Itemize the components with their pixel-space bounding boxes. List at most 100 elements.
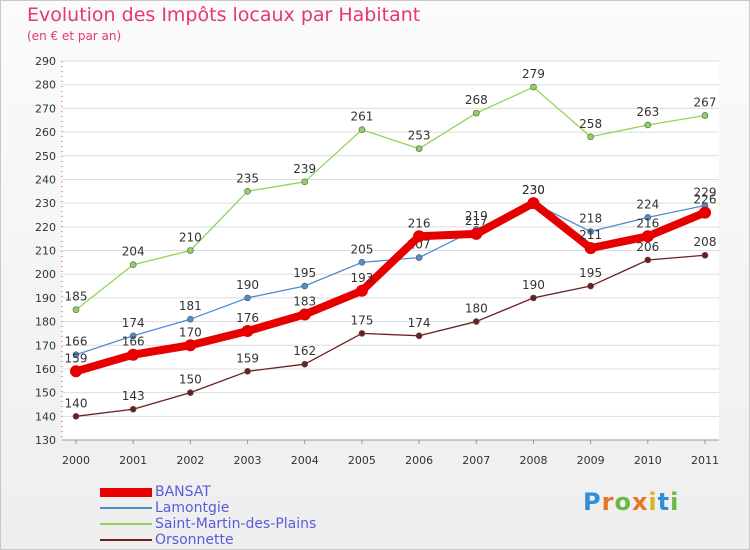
legend-label: Saint-Martin-des-Plains — [155, 516, 317, 532]
data-point — [527, 197, 540, 210]
data-label: 175 — [350, 313, 373, 327]
legend-label: BANSAT — [155, 484, 211, 500]
data-point — [415, 332, 423, 340]
data-label: 159 — [65, 351, 88, 365]
data-label: 181 — [179, 299, 202, 313]
x-tick-label: 2007 — [462, 454, 490, 467]
data-label: 219 — [465, 209, 488, 223]
data-label: 205 — [350, 242, 373, 256]
data-label: 190 — [236, 278, 259, 292]
data-label: 166 — [65, 335, 88, 349]
data-point — [415, 145, 423, 152]
x-tick-label: 2006 — [405, 454, 433, 467]
y-tick-label: 160 — [35, 363, 56, 376]
data-label: 253 — [408, 129, 431, 143]
chart-subtitle: (en € et par an) — [27, 29, 122, 43]
data-label: 150 — [179, 373, 202, 387]
y-tick-label: 270 — [35, 102, 56, 115]
x-tick-label: 2003 — [234, 454, 262, 467]
data-label: 235 — [236, 171, 259, 185]
data-label: 185 — [65, 290, 88, 304]
data-label: 193 — [350, 271, 373, 285]
data-label: 224 — [636, 197, 659, 211]
legend-label: Orsonnette — [155, 532, 234, 548]
data-point — [184, 339, 197, 352]
data-label: 176 — [236, 311, 259, 325]
y-tick-label: 250 — [35, 150, 56, 163]
data-label: 226 — [694, 193, 717, 207]
data-point — [701, 112, 709, 119]
data-label: 216 — [408, 216, 431, 230]
y-tick-label: 170 — [35, 339, 56, 352]
data-label: 195 — [579, 266, 602, 280]
data-label: 211 — [579, 228, 602, 242]
data-point — [70, 365, 82, 378]
data-label: 267 — [694, 95, 717, 109]
data-label: 230 — [522, 183, 545, 197]
data-point — [587, 228, 594, 235]
x-tick-label: 2011 — [691, 454, 719, 467]
logo-letter: i — [670, 488, 680, 516]
data-label: 261 — [350, 110, 373, 124]
data-point — [530, 294, 537, 302]
data-label: 140 — [65, 396, 88, 410]
data-label: 229 — [694, 185, 717, 199]
y-tick-label: 130 — [35, 434, 56, 447]
y-tick-label: 260 — [35, 126, 56, 139]
x-tick-label: 2010 — [634, 454, 662, 467]
data-point — [187, 247, 194, 254]
data-label: 180 — [465, 302, 488, 316]
data-label: 183 — [293, 294, 316, 308]
y-tick-label: 200 — [35, 268, 56, 281]
proxiti-logo: Proxiti — [583, 488, 679, 516]
y-tick-label: 220 — [35, 221, 56, 234]
legend-swatch — [100, 539, 152, 541]
data-label: 210 — [179, 231, 202, 245]
data-point — [644, 256, 652, 264]
y-tick-label: 150 — [35, 387, 56, 400]
data-point — [415, 254, 423, 261]
data-point — [644, 121, 652, 129]
data-point — [241, 325, 254, 338]
y-tick-label: 240 — [35, 173, 56, 186]
data-point — [72, 351, 80, 359]
data-label: 195 — [293, 266, 316, 280]
logo-letter: o — [614, 488, 632, 516]
x-tick-label: 2008 — [519, 454, 547, 467]
data-label: 206 — [636, 240, 659, 254]
data-point — [472, 109, 480, 117]
logo-letter: t — [657, 488, 671, 516]
data-point — [530, 83, 537, 91]
y-tick-label: 290 — [35, 55, 56, 68]
legend-swatch — [100, 488, 152, 497]
chart-title: Evolution des Impôts locaux par Habitant — [27, 4, 421, 26]
data-label: 190 — [522, 278, 545, 292]
y-tick-label: 230 — [35, 197, 56, 210]
data-point — [358, 330, 366, 337]
logo-letter: P — [583, 488, 602, 516]
data-label: 218 — [579, 212, 602, 226]
data-point — [355, 284, 368, 297]
logo-letter: i — [648, 488, 658, 516]
data-label: 263 — [636, 105, 659, 119]
data-point — [127, 348, 140, 361]
data-point — [301, 282, 309, 290]
data-label: 239 — [293, 162, 316, 176]
x-tick-label: 2002 — [176, 454, 204, 467]
data-point — [470, 227, 483, 240]
legend-label: Lamontgie — [155, 500, 230, 516]
data-point — [358, 259, 366, 266]
data-point — [587, 282, 594, 290]
data-point — [72, 413, 80, 420]
data-label: 230 — [522, 183, 545, 197]
data-point — [701, 251, 709, 259]
x-tick-label: 2005 — [348, 454, 376, 467]
data-point — [298, 308, 311, 321]
series-line — [75, 86, 706, 311]
legend-swatch — [100, 523, 152, 525]
data-point — [644, 214, 652, 221]
data-label: 279 — [522, 67, 545, 81]
data-label: 268 — [465, 93, 488, 107]
data-point — [587, 133, 594, 141]
